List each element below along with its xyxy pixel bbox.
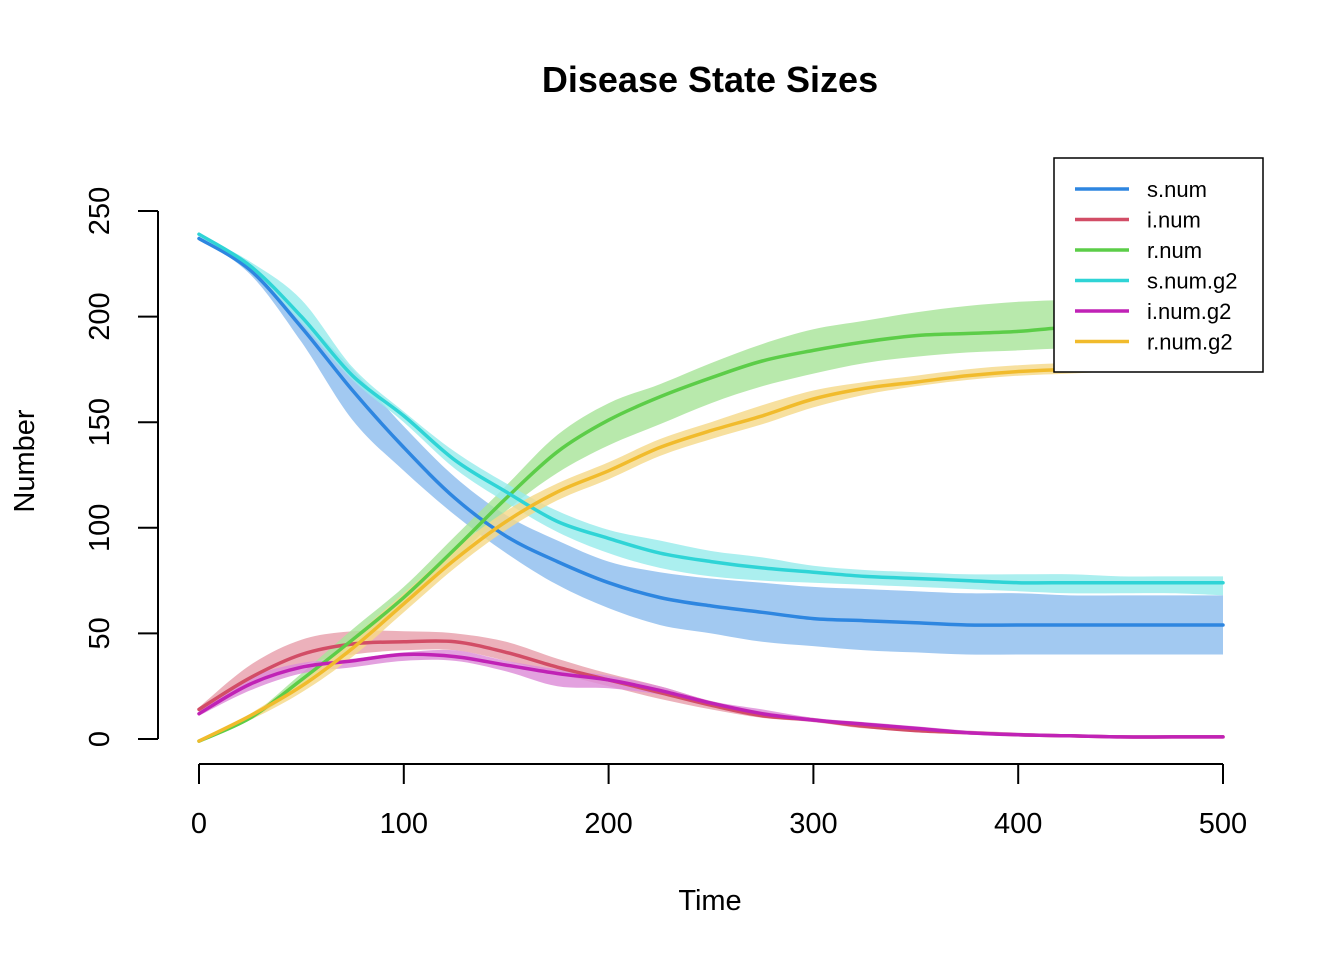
legend: s.num i.num r.num s.num.g2 i.num.g2 r.num.g2 [1053,157,1264,373]
chart-title: Disease State Sizes [542,59,878,100]
band-i-num [199,630,1223,738]
y-tick-label: 0 [84,731,116,747]
legend-label-i-num-g2: i.num.g2 [1147,299,1231,324]
y-tick-label: 200 [84,292,116,340]
line-r-num-g2 [197,367,1225,743]
y-tick-label: 50 [84,617,116,649]
x-ticks: 0 100 200 300 400 500 [191,764,1247,840]
line-r-num [197,325,1225,743]
y-tick-label: 100 [84,504,116,552]
x-tick-label: 400 [994,808,1042,840]
x-axis-label: Time [678,885,741,917]
legend-box [1053,157,1264,373]
line-s-num-g2 [197,232,1225,585]
band-r-num-g2 [199,362,1223,742]
line-i-num-g2 [197,652,1225,739]
legend-label-r-num-g2: r.num.g2 [1147,330,1233,355]
y-tick-label: 150 [84,398,116,446]
legend-label-s-num: s.num [1147,177,1207,202]
legend-label-s-num-g2: s.num.g2 [1147,269,1238,294]
x-tick-label: 500 [1199,808,1247,840]
legend-label-i-num: i.num [1147,208,1201,233]
series-lines [197,232,1225,743]
line-s-num [197,236,1225,627]
legend-label-r-num: r.num [1147,238,1202,263]
x-tick-label: 300 [789,808,837,840]
band-i-num-g2 [199,649,1223,738]
y-ticks: 0 50 100 150 200 250 [84,187,158,747]
x-tick-label: 100 [380,808,428,840]
x-tick-label: 0 [191,808,207,840]
x-tick-label: 200 [584,808,632,840]
y-tick-label: 250 [84,187,116,235]
axes [157,211,1223,765]
y-axis-label: Number [9,409,41,512]
